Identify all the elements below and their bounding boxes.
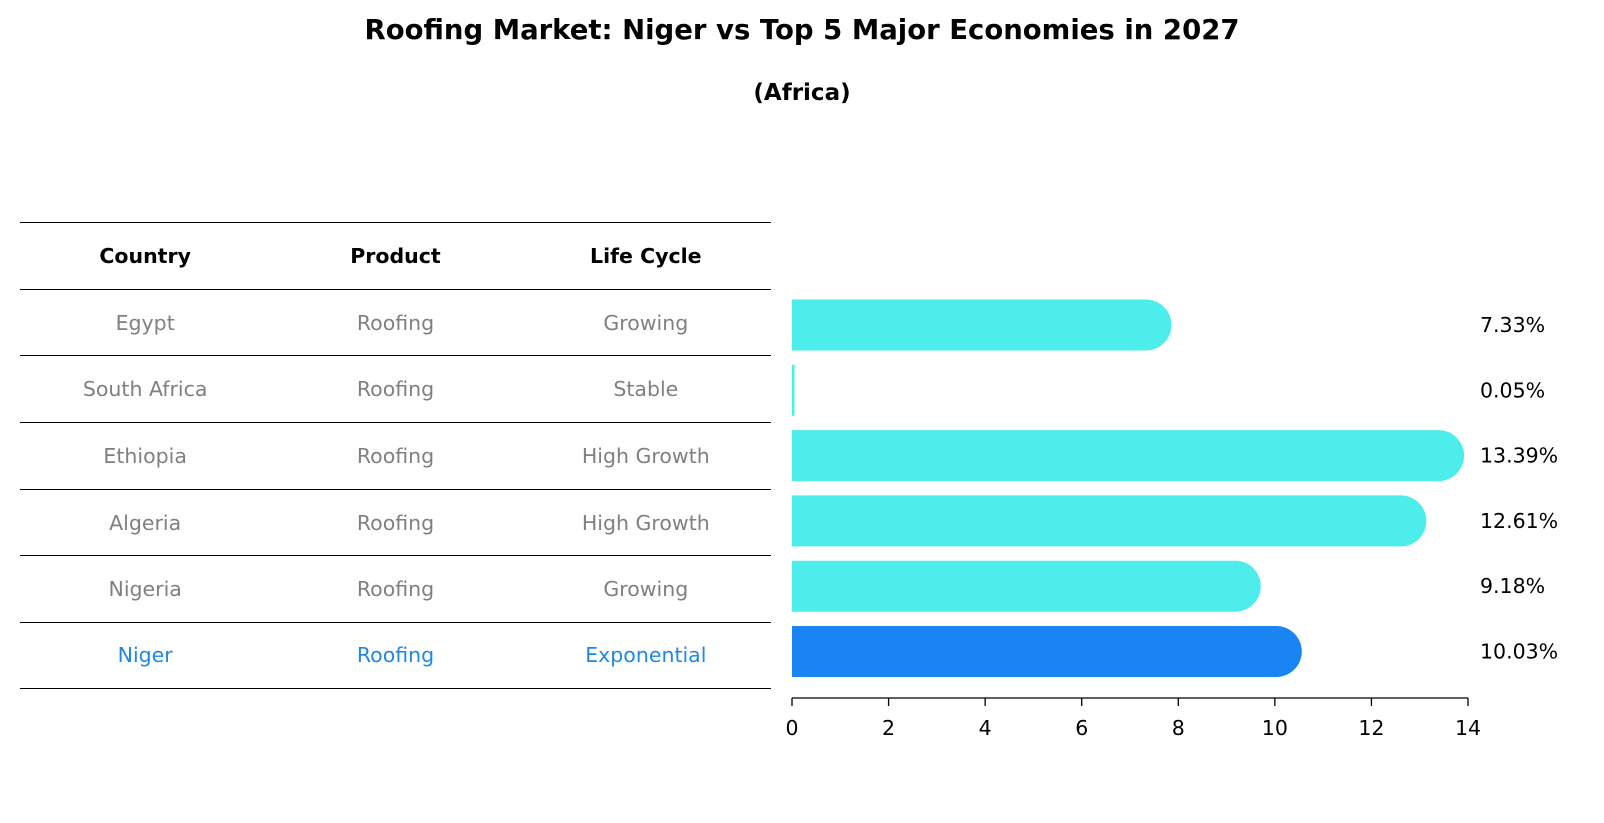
chart-subtitle: (Africa) [753, 80, 851, 106]
country-cell: Ethiopia [103, 443, 187, 468]
bar [792, 299, 1172, 351]
chart-title: Roofing Market: Niger vs Top 5 Major Eco… [364, 14, 1240, 46]
x-tick-label: 6 [1075, 716, 1088, 740]
x-tick-label: 12 [1358, 716, 1384, 740]
life-cycle-cell: Exponential [585, 643, 707, 668]
bar [792, 430, 1465, 482]
product-cell: Roofing [356, 443, 435, 468]
country-cell: South Africa [82, 377, 208, 402]
bar [792, 364, 795, 416]
bar [792, 626, 1302, 677]
table-header-row: Country Product Life Cycle [20, 222, 771, 289]
x-tick-label: 14 [1455, 716, 1481, 740]
x-tick-label: 4 [979, 716, 992, 740]
bar-value-label: 7.33% [1480, 313, 1545, 337]
country-cell: Niger [117, 643, 173, 668]
table-row: South Africa Roofing Stable [20, 355, 771, 422]
table-row: Algeria Roofing High Growth [20, 488, 771, 556]
life-cycle-cell: Stable [613, 377, 679, 402]
x-tick-label: 10 [1262, 716, 1288, 740]
country-cell: Algeria [109, 510, 182, 535]
life-cycle-cell: High Growth [581, 443, 710, 468]
x-tick-label: 2 [882, 716, 895, 740]
bar-value-label: 9.18% [1480, 574, 1545, 598]
country-cell: Nigeria [108, 577, 182, 602]
product-cell: Roofing [356, 310, 435, 335]
product-cell: Roofing [356, 377, 435, 402]
product-cell: Roofing [356, 643, 435, 668]
x-tick-label: 0 [785, 716, 798, 740]
country-cell: Egypt [115, 310, 175, 335]
table-row: Ethiopia Roofing High Growth [20, 422, 771, 489]
table-row: Egypt Roofing Growing [20, 288, 771, 356]
data-table: Country Product Life Cycle Egypt Roofing… [20, 222, 771, 689]
life-cycle-cell: Growing [603, 577, 689, 602]
product-cell: Roofing [356, 510, 435, 535]
header-country: Country [99, 243, 191, 268]
bar [792, 495, 1427, 547]
life-cycle-cell: High Growth [581, 510, 710, 535]
bar-value-label: 13.39% [1480, 444, 1558, 468]
x-tick-label: 8 [1172, 716, 1185, 740]
bar-value-label: 10.03% [1480, 640, 1558, 664]
table-row: Nigeria Roofing Growing [20, 555, 771, 622]
life-cycle-cell: Growing [603, 310, 689, 335]
bar-value-label: 0.05% [1480, 378, 1545, 402]
table-row: Niger Roofing Exponential [20, 622, 771, 689]
bar-value-label: 12.61% [1480, 509, 1558, 533]
header-life-cycle: Life Cycle [590, 243, 702, 268]
header-product: Product [350, 243, 441, 268]
product-cell: Roofing [356, 577, 435, 602]
bar [792, 560, 1261, 612]
